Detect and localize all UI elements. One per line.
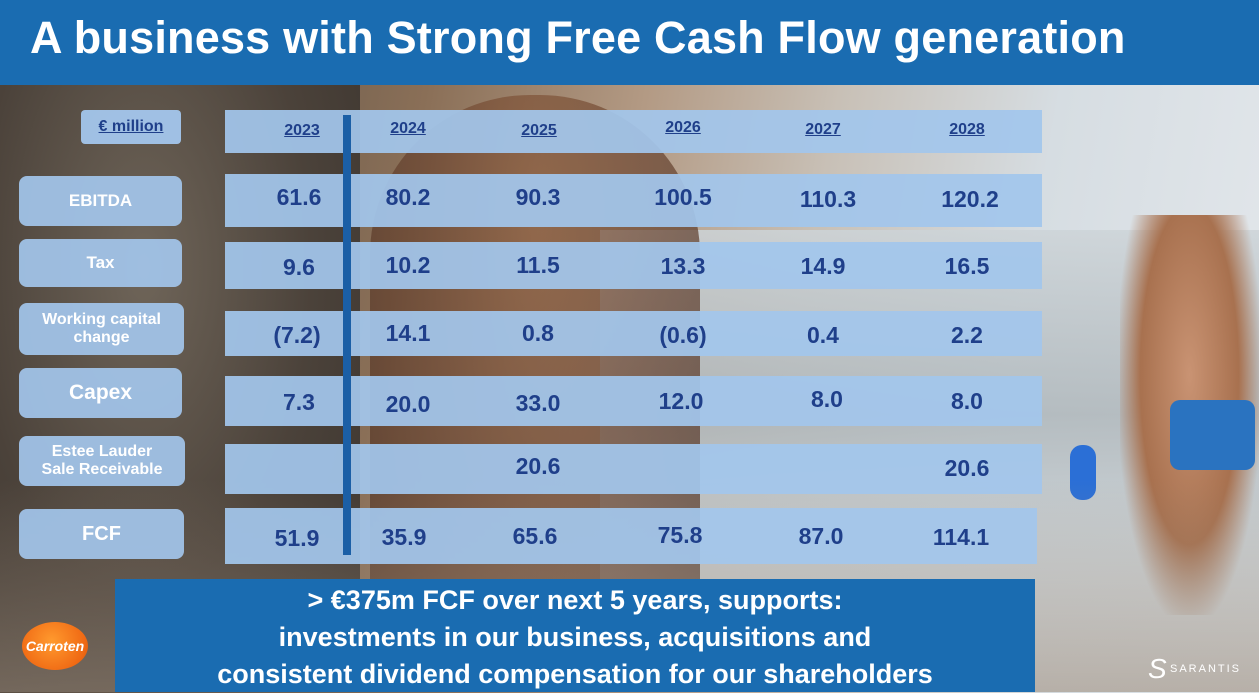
capex-row-box: [225, 376, 1042, 426]
tax-2027: 14.9: [800, 253, 846, 279]
wc-2028: 2.2: [951, 322, 983, 348]
fcf-2025: 65.6: [512, 523, 558, 549]
ebitda-row-box: [225, 174, 1042, 227]
capex-2026: 12.0: [658, 388, 704, 414]
tax-label-text: Tax: [86, 253, 115, 273]
banner-line-3: consistent dividend compensation for our…: [217, 659, 933, 689]
esteelauder-label-line1: Estee Lauder: [51, 442, 153, 460]
years-header-box: [225, 110, 1042, 153]
capex-2027: 8.0: [811, 386, 843, 412]
esteelauder-label-line2: Sale Receivable: [41, 461, 163, 478]
fcf-2028: 114.1: [932, 524, 990, 550]
wc-label-line1: Working capital: [42, 310, 161, 328]
year-2024: 2024: [390, 120, 426, 137]
sarantis-logo-text: SARANTIS: [1170, 663, 1242, 675]
year-2027: 2027: [805, 121, 841, 138]
esteelauder-2028: 20.6: [944, 455, 990, 481]
fcf-row-box: [225, 508, 1037, 564]
capex-label-text: Capex: [68, 380, 133, 404]
capex-2028: 8.0: [951, 388, 983, 414]
capex-label: Capex: [19, 368, 182, 418]
tax-row-box: [225, 242, 1042, 289]
esteelauder-2025: 20.6: [515, 453, 561, 479]
tax-2026: 13.3: [660, 253, 706, 279]
year-2026: 2026: [665, 119, 701, 136]
tax-2024: 10.2: [385, 252, 431, 278]
year-2028: 2028: [949, 121, 985, 138]
fcf-2027: 87.0: [798, 523, 844, 549]
esteelauder-label: Estee Lauder Sale Receivable: [19, 436, 185, 486]
capex-2025: 33.0: [515, 390, 561, 416]
ebitda-2024: 80.2: [385, 184, 431, 210]
ebitda-label-text: EBITDA: [68, 191, 133, 211]
carroten-logo-text: Carroten: [25, 638, 85, 654]
actual-forecast-divider: [343, 115, 351, 555]
wc-label-line2: change: [73, 329, 130, 346]
year-2023: 2023: [284, 122, 320, 139]
unit-label: € million: [81, 110, 181, 144]
background-child-shorts: [1170, 400, 1255, 470]
wc-2023: (7.2): [273, 322, 321, 348]
wc-2025: 0.8: [522, 320, 554, 346]
tax-label: Tax: [19, 239, 182, 287]
ebitda-2026: 100.5: [654, 184, 712, 210]
fcf-label: FCF: [19, 509, 184, 559]
tax-2023: 9.6: [283, 254, 315, 280]
year-2025: 2025: [521, 122, 557, 139]
sarantis-logo: S SARANTIS: [1148, 655, 1248, 685]
tax-2028: 16.5: [944, 253, 990, 279]
tax-2025: 11.5: [516, 252, 560, 278]
page-title: A business with Strong Free Cash Flow ge…: [30, 12, 1126, 63]
carroten-logo: Carroten: [22, 622, 88, 670]
wc-2024: 14.1: [385, 320, 431, 346]
esteelauder-row-box: [225, 444, 1042, 494]
capex-2024: 20.0: [385, 391, 431, 417]
ebitda-2025: 90.3: [515, 184, 561, 210]
ebitda-2027: 110.3: [799, 186, 857, 212]
ebitda-2028: 120.2: [941, 186, 999, 212]
fcf-label-text: FCF: [82, 522, 121, 545]
capex-2023: 7.3: [283, 389, 315, 415]
wc-2027: 0.4: [807, 322, 839, 348]
wc-2026: (0.6): [659, 322, 707, 348]
wc-row-box: [225, 311, 1042, 356]
banner-line-2: investments in our business, acquisition…: [278, 622, 872, 652]
sarantis-mark-icon: S: [1148, 653, 1169, 684]
fcf-2026: 75.8: [657, 522, 703, 548]
ebitda-label: EBITDA: [19, 176, 182, 226]
title-bar: A business with Strong Free Cash Flow ge…: [0, 0, 1259, 85]
fcf-2024: 35.9: [381, 524, 427, 550]
banner-line-1: > €375m FCF over next 5 years, supports:: [307, 585, 843, 615]
ebitda-2023: 61.6: [276, 184, 322, 210]
fcf-2023: 51.9: [274, 525, 320, 551]
fcf-summary-banner: > €375m FCF over next 5 years, supports:…: [115, 579, 1035, 692]
wc-label: Working capital change: [19, 303, 184, 355]
